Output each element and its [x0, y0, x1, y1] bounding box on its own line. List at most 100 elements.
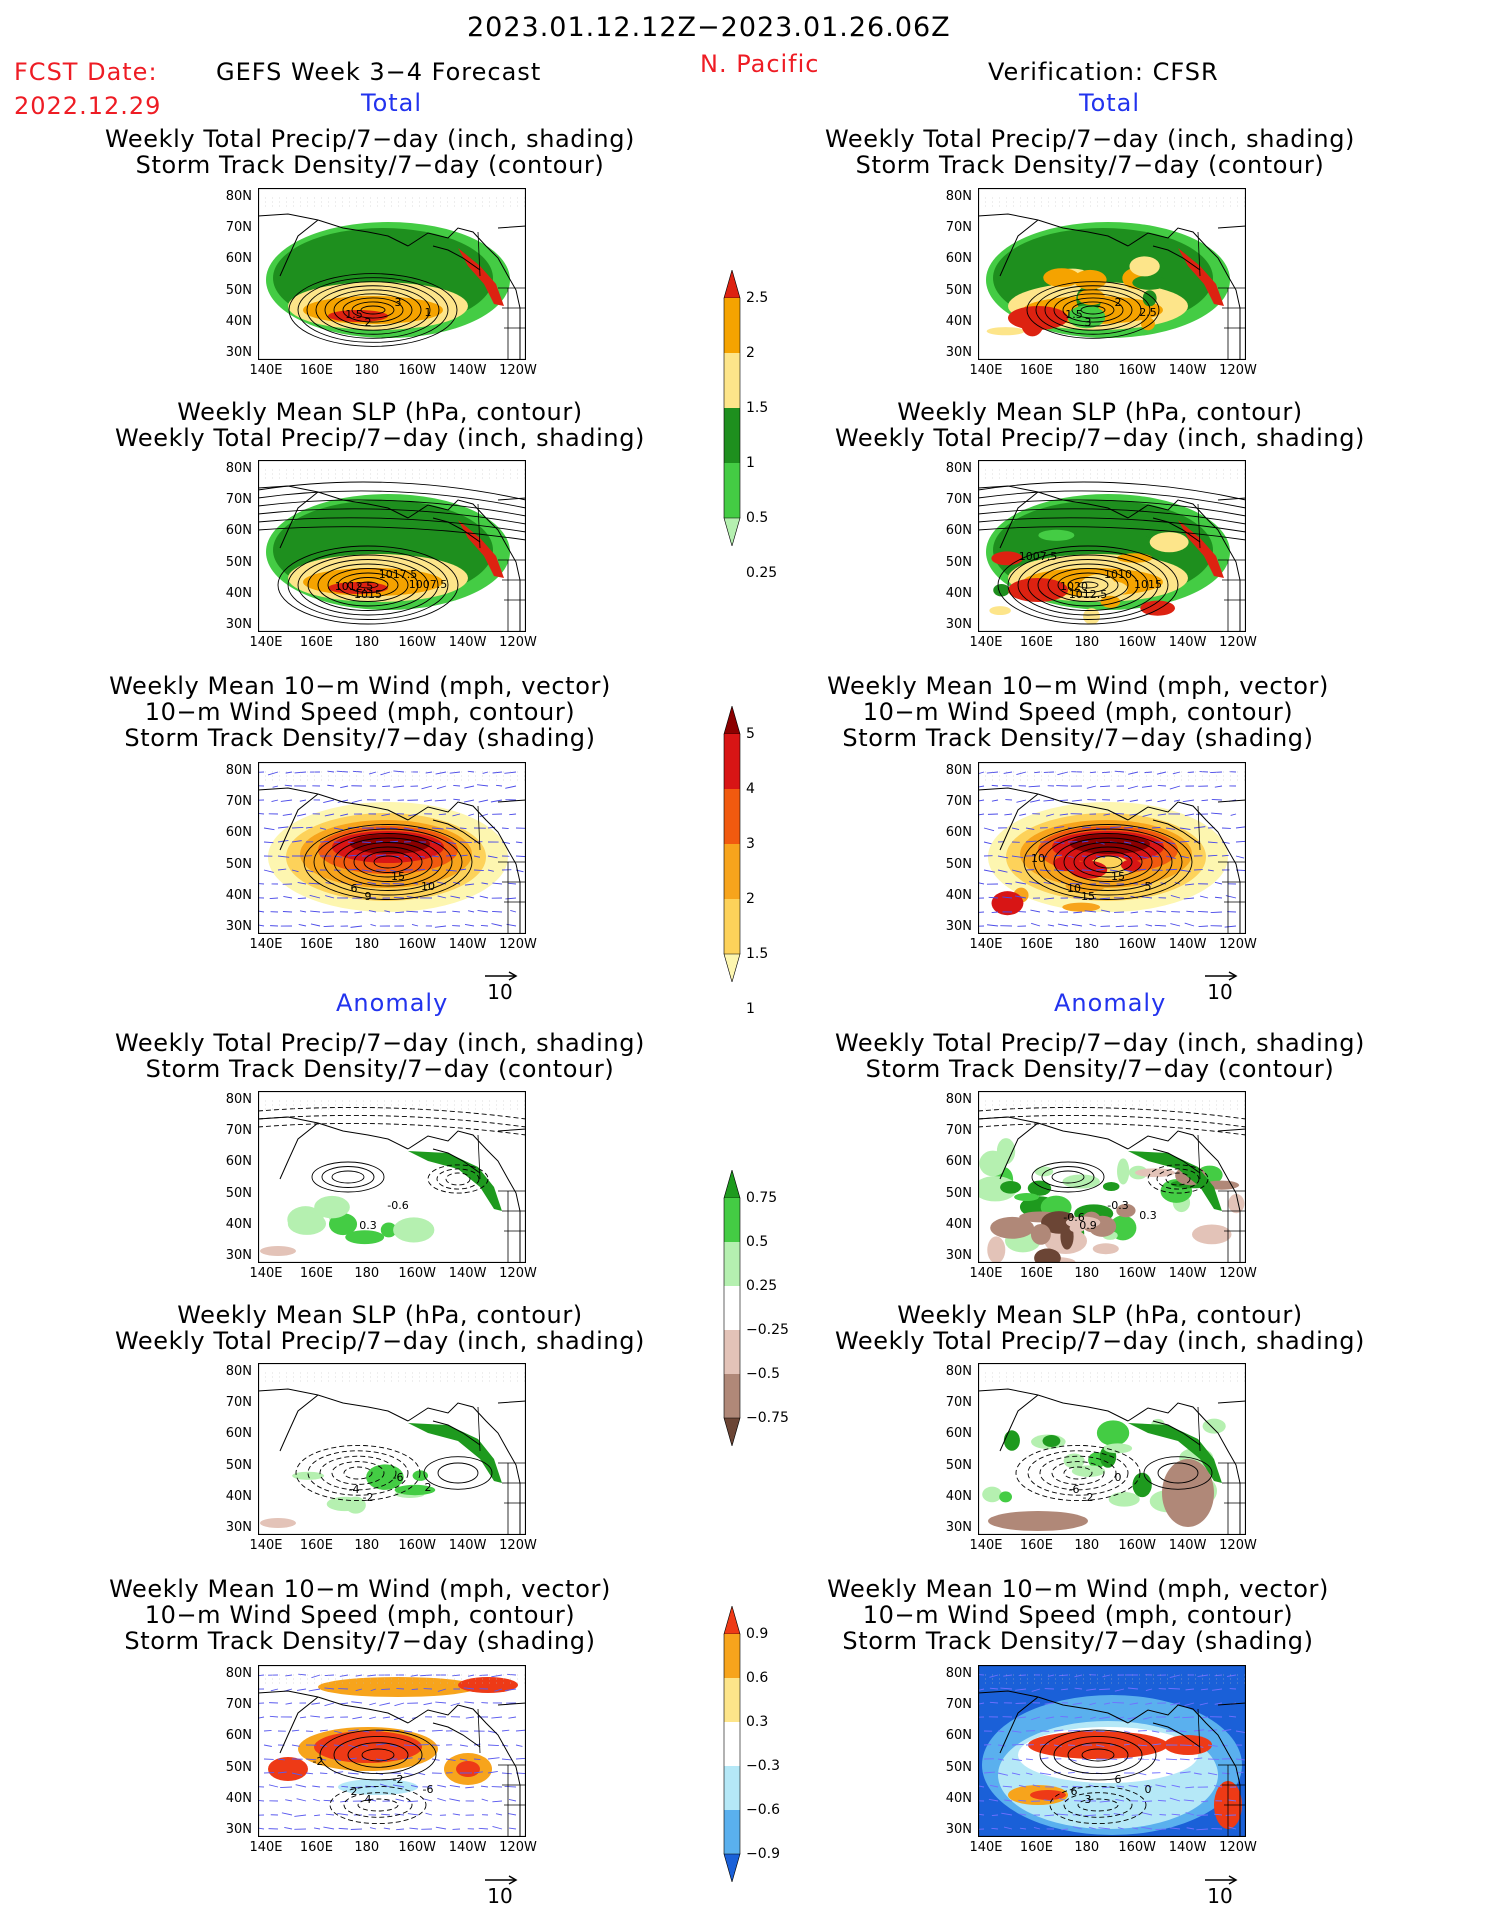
wind-vector [997, 1772, 1009, 1776]
wind-vector [347, 1744, 359, 1749]
wind-vector [450, 895, 461, 899]
lat-label: 60N [945, 1154, 972, 1170]
lon-label: 160E [299, 937, 333, 952]
lon-label: 160W [1118, 1840, 1157, 1855]
precip-anom-shade [1034, 1166, 1054, 1177]
precip-shade [1129, 256, 1160, 277]
wind-vector [1179, 1758, 1190, 1761]
wind-vector [478, 799, 489, 803]
wind-vector [1004, 813, 1013, 816]
lon-label: 140W [1168, 937, 1207, 952]
precip-anom-shade [287, 1212, 327, 1235]
storm-track-contour [1026, 281, 1160, 339]
lat-label: 50N [225, 554, 252, 570]
wind-vector [277, 855, 290, 858]
wind-vector [1235, 1730, 1246, 1734]
slp-anom-contour [1015, 1444, 1141, 1502]
wind-vector [1099, 1800, 1111, 1803]
wind-vector [381, 1813, 391, 1816]
wind-vector [1123, 1730, 1131, 1734]
precip-shade [989, 606, 1011, 616]
wind-vector [1221, 1772, 1231, 1775]
lat-label: 40N [225, 313, 252, 329]
wind-vector [423, 1702, 433, 1706]
storm-anom-shade [268, 1757, 308, 1781]
wind-vector [445, 827, 456, 830]
lat-label: 60N [225, 251, 252, 267]
wind-vector [1099, 1716, 1111, 1720]
wind-vector [258, 924, 265, 927]
wind-vector [1214, 1674, 1223, 1677]
storm-track-contour [315, 285, 431, 335]
wind-vector [1025, 840, 1037, 843]
wind-vector [272, 785, 279, 788]
wind-vector [1089, 923, 1097, 927]
wind-vector [375, 827, 387, 830]
wind-vector [431, 1729, 443, 1732]
wind-vector [1095, 1744, 1105, 1747]
wind-vector [1184, 883, 1195, 886]
wind-vector [1019, 813, 1027, 816]
storm-track-contour [288, 273, 458, 347]
wind-vector [311, 1674, 321, 1679]
slp-contour [258, 499, 526, 517]
storm-anom-shade [318, 1677, 478, 1697]
wind-vector [285, 1799, 293, 1802]
coastal-precip-anom-shade [1128, 1151, 1222, 1211]
wind-vector [403, 1757, 413, 1760]
wind-vector [1001, 1812, 1013, 1816]
colorbar-label: 0.25 [746, 1278, 778, 1294]
wind-speed-contour [313, 828, 463, 896]
wind-vector [311, 1702, 321, 1705]
lat-label: 50N [945, 1457, 972, 1473]
vector-ref-fc-total: 10 [487, 980, 513, 1004]
contour-label: 0 [1145, 1783, 1152, 1796]
map-panel-fc-total-precip: 3 2 1.5 1 80N 70N 60N 50N 40N 30N 140E 160E 180 160W 1… [226, 188, 537, 377]
wind-vector [434, 925, 447, 928]
wind-vector [1025, 1758, 1033, 1761]
wind-vector [978, 1813, 985, 1816]
wind-vector [381, 1688, 391, 1690]
wind-vector [1003, 1826, 1013, 1830]
lat-label: 50N [945, 282, 972, 298]
wind-vector [305, 826, 313, 829]
wind-vector [1207, 1729, 1217, 1732]
vector-ref-arrow-vf-anom [1205, 1875, 1238, 1885]
lat-label: 30N [225, 1248, 252, 1263]
storm-track-anom-contour [978, 1122, 1246, 1136]
wind-vector [1047, 1674, 1055, 1677]
lon-label: 120W [1219, 1538, 1257, 1553]
wind-vector [437, 895, 447, 899]
wind-vector [495, 1813, 503, 1816]
section-total-left: Total [361, 89, 423, 117]
slp-contour [978, 481, 1246, 501]
slp-contour [347, 577, 389, 593]
lon-label: 140E [249, 635, 283, 650]
slp-anom-contour [343, 1466, 373, 1480]
wind-vector [352, 770, 363, 773]
colorbar-swatch [723, 953, 741, 982]
fcst-label: FCST Date: [14, 58, 158, 86]
storm-density-shade [991, 891, 1024, 916]
wind-vector [1011, 855, 1024, 858]
storm-track-anom-contour [1147, 1164, 1209, 1194]
wind-speed-anom-contour [347, 1742, 409, 1768]
wind-vector [393, 770, 405, 773]
slp-contour [258, 526, 526, 541]
wind-vector [1171, 1813, 1181, 1816]
wind-vector [381, 882, 391, 885]
colorbar-swatch [724, 1722, 740, 1766]
colorbar-storm-anom: 0.9 0.6 0.3 −0.3 −0.6 −0.9 [722, 1606, 792, 1882]
storm-track-contour [306, 281, 440, 339]
precip-anom-shade [394, 1484, 436, 1496]
wind-vector [1225, 895, 1237, 899]
wind-vector [435, 1826, 447, 1830]
lon-label: 160W [398, 937, 437, 952]
lon-label: 160W [1118, 363, 1157, 378]
precip-shade [1140, 600, 1176, 616]
wind-vector [353, 883, 363, 886]
wind-vector [1031, 1688, 1041, 1692]
lat-label: 40N [225, 887, 252, 903]
lat-label: 80N [225, 1364, 252, 1379]
wind-vector [1186, 910, 1195, 913]
